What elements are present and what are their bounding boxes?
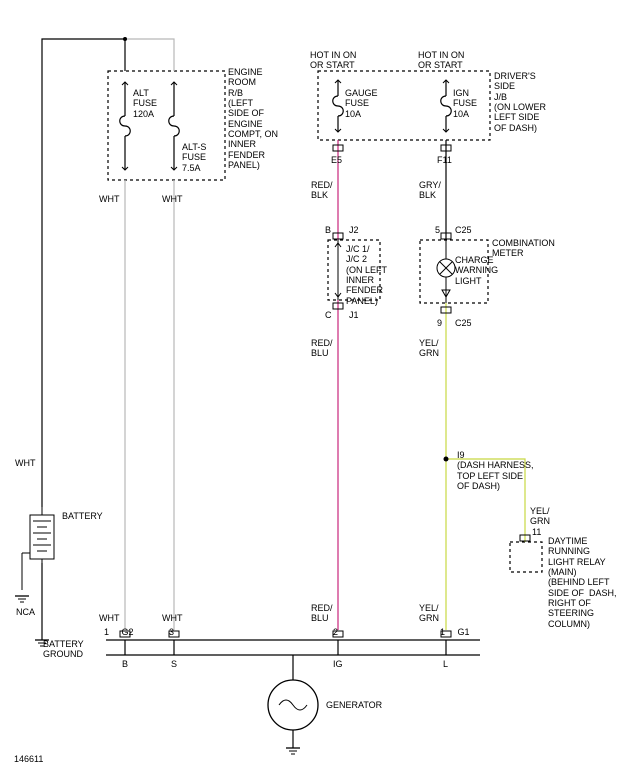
label-c25b: C25 [455,318,472,328]
label-gry_blk: GRY/ BLK [419,180,441,201]
label-f11: F11 [437,155,452,165]
label-red_blu1: RED/ BLU [311,338,333,359]
label-jc: J/C 1/ J/C 2 (ON LEFT INNER FENDER PANEL… [346,244,387,306]
label-B: B [325,225,331,235]
label-hot2: HOT IN ON OR START [418,50,464,71]
label-one_g2: 1 G2 [104,627,134,637]
fuse-gauge [333,96,344,116]
fuse-ign [441,96,452,116]
label-gauge_fuse: GAUGE FUSE 10A [345,88,378,119]
label-generator: GENERATOR [326,700,382,710]
label-drivers_side: DRIVER'S SIDE J/B (ON LOWER LEFT SIDE OF… [494,71,546,133]
label-alts_fuse: ALT-S FUSE 7.5A [182,142,206,173]
label-term_l: L [443,659,448,669]
label-eleven: 11 [532,527,541,537]
label-term_s: S [171,659,177,669]
label-wht_left: WHT [15,458,36,468]
label-wht_d: WHT [162,613,183,623]
j-wht-top [123,37,127,41]
label-hot1: HOT IN ON OR START [310,50,356,71]
label-term_ig: IG [333,659,343,669]
w-batt-top [42,39,125,507]
label-j1: J1 [349,310,359,320]
label-battery: BATTERY [62,511,103,521]
label-charge_light: CHARGE WARNING LIGHT [455,255,498,286]
fuse-alts [169,116,180,136]
label-dash_harness: I9 (DASH HARNESS, TOP LEFT SIDE OF DASH) [457,450,534,491]
label-docnum: 146611 [14,754,43,764]
wiring-diagram: HOT IN ON OR START HOT IN ON OR START ALT … [0,0,623,766]
label-c25a: C25 [455,225,472,235]
label-wht_c: WHT [99,613,120,623]
label-three: 3 [169,627,174,637]
label-yel_grn2: YEL/ GRN [419,603,439,624]
label-engine_room: ENGINE ROOM R/B (LEFT SIDE OF ENGINE COM… [228,67,278,170]
label-combo_meter: COMBINATION METER [492,238,555,259]
label-red_blu2: RED/ BLU [311,603,333,624]
label-one_g1: 1 G1 [440,627,470,637]
label-nca: NCA [16,607,35,617]
label-wht_b: WHT [162,194,183,204]
w-wht-top-fuse [125,39,174,71]
label-j2: J2 [349,225,359,235]
label-C: C [325,310,332,320]
j-i9 [444,457,449,462]
label-two: 2 [333,627,338,637]
label-e5: E5 [331,155,342,165]
box-drl [510,542,542,572]
label-nine: 9 [437,318,442,328]
label-term_b: B [122,659,128,669]
label-five: 5 [435,225,440,235]
label-yel_grn3: YEL/ GRN [530,506,550,527]
label-alt_fuse: ALT FUSE 120A [133,88,157,119]
label-battery_ground: BATTERY GROUND [43,639,84,660]
battery-symbol [30,515,54,559]
fuse-alt [120,116,131,136]
label-yel_grn1: YEL/ GRN [419,338,439,359]
label-ign_fuse: IGN FUSE 10A [453,88,477,119]
label-drl: DAYTIME RUNNING LIGHT RELAY (MAIN) (BEHI… [548,536,617,629]
label-red_blk: RED/ BLK [311,180,333,201]
label-wht_a: WHT [99,194,120,204]
